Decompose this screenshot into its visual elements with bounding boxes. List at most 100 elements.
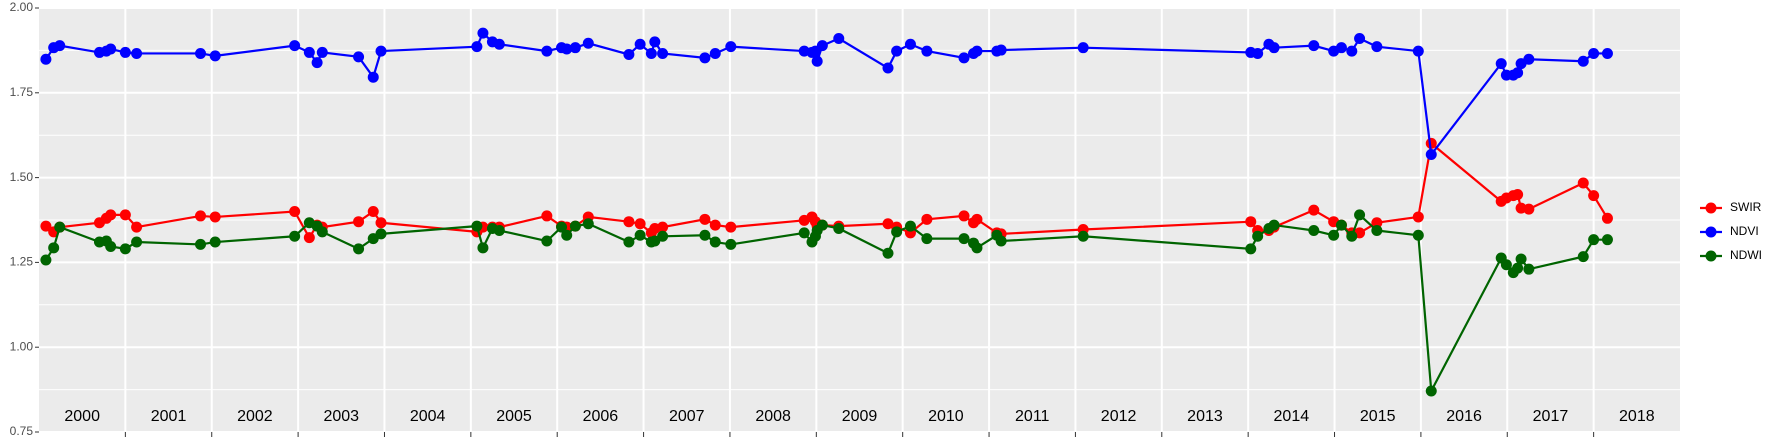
data-point <box>995 44 1007 56</box>
data-point <box>1412 211 1424 223</box>
y-tick-label: 2.00 <box>10 0 34 14</box>
data-point <box>1577 55 1589 67</box>
data-point <box>561 229 573 241</box>
data-point <box>367 71 379 83</box>
data-point <box>105 43 117 55</box>
data-point <box>1515 253 1527 265</box>
data-point <box>1308 225 1320 237</box>
data-point <box>353 51 365 63</box>
data-point <box>1371 217 1383 229</box>
year-label: 2002 <box>237 408 273 425</box>
data-point <box>891 226 903 238</box>
year-label: 2014 <box>1274 408 1310 425</box>
data-point <box>1077 230 1089 242</box>
data-point <box>645 47 657 59</box>
data-point <box>1371 225 1383 237</box>
data-point <box>1252 47 1264 59</box>
data-point <box>882 62 894 74</box>
data-point <box>375 45 387 57</box>
data-point <box>195 238 207 250</box>
data-point <box>569 42 581 54</box>
data-point <box>921 213 933 225</box>
year-label: 2016 <box>1446 408 1482 425</box>
data-point <box>40 220 52 232</box>
data-point <box>1588 47 1600 59</box>
data-point <box>131 221 143 233</box>
data-point <box>375 217 387 229</box>
data-point <box>311 57 323 69</box>
data-point <box>1601 234 1613 246</box>
data-point <box>477 27 489 39</box>
data-point <box>971 45 983 57</box>
data-point <box>904 220 916 232</box>
year-label: 2005 <box>496 408 532 425</box>
year-label: 2015 <box>1360 408 1396 425</box>
data-point <box>882 218 894 230</box>
data-point <box>709 219 721 231</box>
data-point <box>289 40 301 52</box>
data-point <box>1601 212 1613 224</box>
data-point <box>1268 219 1280 231</box>
data-point <box>1523 53 1535 65</box>
year-label: 2013 <box>1187 408 1223 425</box>
data-point <box>1308 204 1320 216</box>
data-point <box>882 247 894 259</box>
data-point <box>316 46 328 58</box>
data-point <box>303 232 315 244</box>
year-label: 2007 <box>669 408 705 425</box>
data-point <box>556 221 568 233</box>
y-tick-label: 1.25 <box>10 255 34 269</box>
y-tick-label: 1.00 <box>10 339 34 353</box>
data-point <box>699 213 711 225</box>
year-label: 2017 <box>1533 408 1569 425</box>
data-point <box>725 221 737 233</box>
data-point <box>657 230 669 242</box>
data-point <box>105 240 117 252</box>
data-point <box>816 40 828 52</box>
data-point <box>623 48 635 60</box>
y-tick-label: 1.75 <box>10 85 34 99</box>
data-point <box>561 43 573 55</box>
data-point <box>811 55 823 67</box>
data-point <box>493 38 505 50</box>
data-point <box>54 221 66 233</box>
year-label: 2012 <box>1101 408 1137 425</box>
data-point <box>54 40 66 52</box>
data-point <box>375 228 387 240</box>
data-point <box>1335 219 1347 231</box>
data-point <box>582 37 594 49</box>
data-point <box>209 236 221 248</box>
data-point <box>1495 58 1507 70</box>
data-point <box>569 220 581 232</box>
data-point <box>971 213 983 225</box>
data-point <box>1268 42 1280 54</box>
data-point <box>657 47 669 59</box>
data-point <box>131 236 143 248</box>
data-point <box>699 229 711 241</box>
y-tick-label: 0.75 <box>10 424 34 438</box>
data-point <box>119 209 131 221</box>
data-point <box>1523 263 1535 275</box>
data-point <box>353 243 365 255</box>
data-point <box>725 238 737 250</box>
legend-label: NDWI <box>1730 248 1762 262</box>
data-point <box>289 206 301 218</box>
year-label: 2008 <box>755 408 791 425</box>
data-point <box>1245 243 1257 255</box>
data-point <box>105 209 117 221</box>
data-point <box>816 219 828 231</box>
data-point <box>1588 190 1600 202</box>
data-point <box>367 206 379 218</box>
data-point <box>1577 177 1589 189</box>
data-point <box>1523 203 1535 215</box>
data-point <box>623 236 635 248</box>
data-point <box>634 38 646 50</box>
data-point <box>833 33 845 45</box>
data-point <box>833 222 845 234</box>
year-label: 2018 <box>1619 408 1655 425</box>
data-point <box>623 216 635 228</box>
data-point <box>1577 251 1589 263</box>
data-point <box>131 47 143 59</box>
data-point <box>634 229 646 241</box>
data-point <box>1412 229 1424 241</box>
